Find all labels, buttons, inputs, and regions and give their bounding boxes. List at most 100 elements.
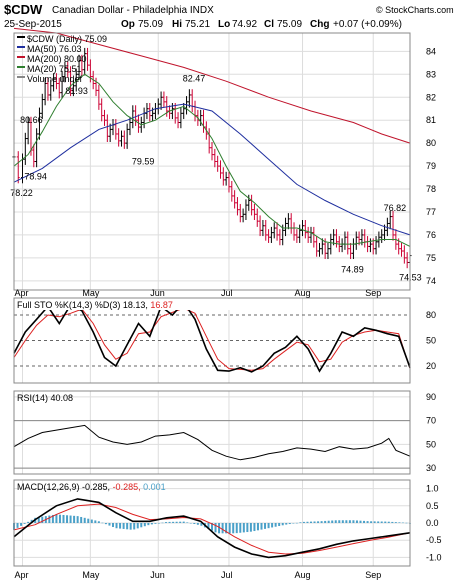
macd-histogram-bar: [69, 515, 72, 523]
legend-swatch: [17, 66, 25, 68]
macd-histogram-bar: [324, 520, 327, 523]
macd-histogram-bar: [363, 520, 366, 523]
price-bar: [119, 130, 123, 147]
price-bar: [35, 128, 39, 168]
price-bar: [238, 203, 242, 223]
price-bar: [320, 238, 324, 255]
macd-histogram-bar: [232, 523, 235, 534]
rsi-label-text: RSI(14): [17, 393, 51, 403]
macd-histogram-bar: [182, 521, 185, 523]
macd-histogram-bar: [189, 523, 192, 524]
macd-histogram-bar: [168, 521, 171, 523]
price-bar: [52, 73, 56, 92]
macd-histogram-bar: [242, 523, 245, 533]
macd-histogram-bar: [122, 523, 125, 529]
macd-histogram-bar: [37, 517, 40, 523]
macd-y-tick-label: 1.0: [426, 484, 439, 494]
macd-histogram-bar: [200, 523, 203, 526]
price-bar: [292, 222, 296, 241]
rsi-frame: [13, 390, 411, 475]
macd-histogram-bar: [299, 522, 302, 523]
x-tick-label: Sep: [365, 570, 381, 580]
macd-signal-value: -0.285,: [113, 482, 144, 492]
price-bar: [340, 238, 344, 253]
chart-name: Canadian Dollar - Philadelphia INDX: [52, 5, 214, 16]
header-change-label: Chg: [310, 19, 329, 30]
price-annotation: 80.66: [20, 115, 43, 125]
macd-line: [13, 498, 411, 559]
price-bar: [77, 54, 81, 81]
price-annotation: 82.47: [183, 73, 206, 83]
price-bar: [306, 226, 310, 243]
macd-histogram-bar: [90, 519, 93, 523]
macd-histogram-bar: [147, 523, 150, 526]
price-bar: [74, 68, 78, 92]
macd-signal-line: [13, 503, 411, 555]
price-bar: [289, 213, 293, 234]
macd-histogram-bar: [94, 520, 97, 523]
price-y-tick-label: 78: [426, 184, 436, 194]
price-annotation: 78.22: [10, 188, 33, 198]
price-bar: [269, 226, 273, 243]
price-bar: [343, 231, 347, 250]
macd-histogram-bar: [186, 522, 189, 523]
price-bar: [272, 222, 276, 239]
price-bar: [97, 84, 101, 110]
price-y-tick-label: 82: [426, 92, 436, 102]
price-bar: [100, 98, 104, 122]
macd-histogram-bar: [20, 523, 23, 526]
macd-histogram-bar: [355, 520, 358, 523]
macd-histogram-bar: [317, 521, 320, 523]
macd-histogram-bar: [225, 523, 228, 534]
macd-histogram-bar: [320, 521, 323, 523]
price-annotation: 79.59: [132, 157, 155, 167]
price-y-tick-label: 77: [426, 207, 436, 217]
price-bar: [329, 233, 333, 255]
macd-histogram-bar: [295, 522, 298, 524]
macd-histogram-bar: [115, 523, 118, 529]
price-bar: [182, 102, 186, 120]
macd-histogram-bar: [341, 520, 344, 523]
price-bar: [32, 144, 36, 168]
macd-histogram-bar: [249, 523, 252, 532]
header-low-label: Lo: [218, 19, 230, 30]
macd-histogram-bar: [387, 521, 390, 523]
header-high-label: Hi: [172, 19, 182, 30]
price-bar: [43, 77, 47, 106]
price-bar: [275, 222, 279, 241]
price-bar: [57, 77, 61, 99]
macd-label: MACD(12,26,9) -0.285, -0.285, 0.001: [17, 482, 166, 492]
price-bar: [278, 229, 282, 246]
macd-histogram-bar: [112, 523, 114, 528]
price-annotation: 76.82: [384, 203, 407, 213]
macd-histogram-bar: [256, 523, 259, 531]
legend-entry: Volume undef: [27, 74, 83, 84]
price-bar: [193, 100, 197, 122]
price-bar: [244, 199, 248, 221]
ma200-line: [13, 27, 411, 144]
x-tick-label: May: [82, 570, 100, 580]
macd-histogram-bar: [264, 523, 267, 529]
macd-histogram-bar: [48, 515, 51, 523]
macd-histogram-bar: [401, 522, 404, 524]
price-bar: [40, 93, 44, 120]
price-bar: [117, 128, 121, 147]
price-bar: [264, 220, 268, 241]
price-bar: [380, 229, 384, 243]
price-frame: [13, 32, 411, 291]
price-annotation: 74.89: [341, 264, 364, 274]
legend-entry: MA(20) 75.51: [27, 64, 82, 74]
macd-histogram-bar: [377, 521, 380, 523]
sto-y-tick-label: 20: [426, 361, 436, 371]
price-bar: [317, 242, 321, 257]
price-bar: [383, 224, 387, 241]
price-bar: [187, 89, 191, 108]
macd-histogram-bar: [302, 521, 305, 523]
macd-histogram-bar: [267, 523, 270, 529]
macd-histogram-bar: [306, 521, 309, 523]
macd-histogram-bar: [352, 520, 355, 523]
macd-histogram-bar: [221, 523, 224, 534]
price-bar: [301, 220, 305, 237]
price-bar: [125, 123, 129, 149]
price-bar: [108, 123, 112, 142]
